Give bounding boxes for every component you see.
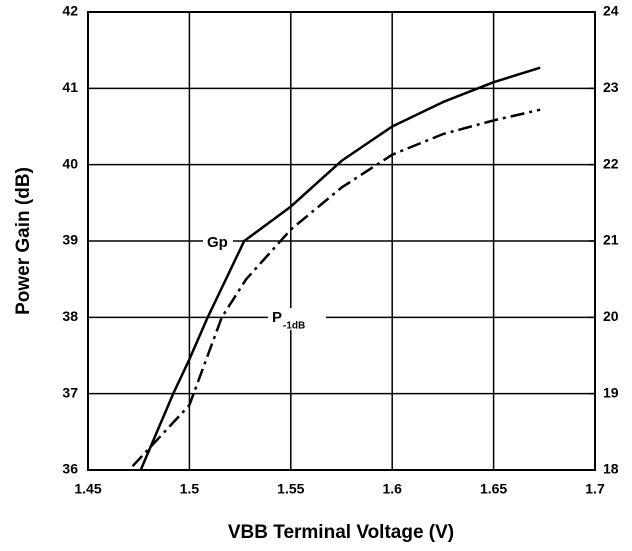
label-bg [203,233,233,255]
y2-tick-label: 21 [603,232,619,248]
x-tick-label: 1.55 [277,481,304,497]
y-tick-label: 36 [62,461,78,477]
y2-tick-label: 20 [603,308,619,324]
y2-tick-label: 18 [603,461,619,477]
x-tick-label: 1.65 [480,481,507,497]
y-tick-label: 38 [62,308,78,324]
x-tick-label: 1.6 [382,481,402,497]
plot-frame [87,11,596,471]
y-tick-label: 39 [62,232,78,248]
y-tick-label: 41 [62,79,78,95]
series-label-subscript: -1dB [283,321,305,332]
y2-tick-label: 23 [603,79,619,95]
series-label: Gp [207,234,228,251]
y2-tick-label: 22 [603,155,619,171]
series-label: P [272,309,282,326]
x-tick-label: 1.7 [585,481,605,497]
series-line [139,66,541,471]
x-tick-label: 1.5 [180,481,200,497]
y-axis-label: Power Gain (dB) [13,167,34,315]
series-line [131,108,541,468]
y2-tick-label: 24 [603,3,619,19]
x-tick-label: 1.45 [74,481,101,497]
y-tick-label: 37 [62,384,78,400]
label-bg [268,308,326,330]
x-axis-label: VBB Terminal Voltage (V) [228,522,454,543]
y-tick-label: 42 [62,3,78,19]
y-tick-label: 40 [62,155,78,171]
y2-tick-label: 19 [603,384,619,400]
